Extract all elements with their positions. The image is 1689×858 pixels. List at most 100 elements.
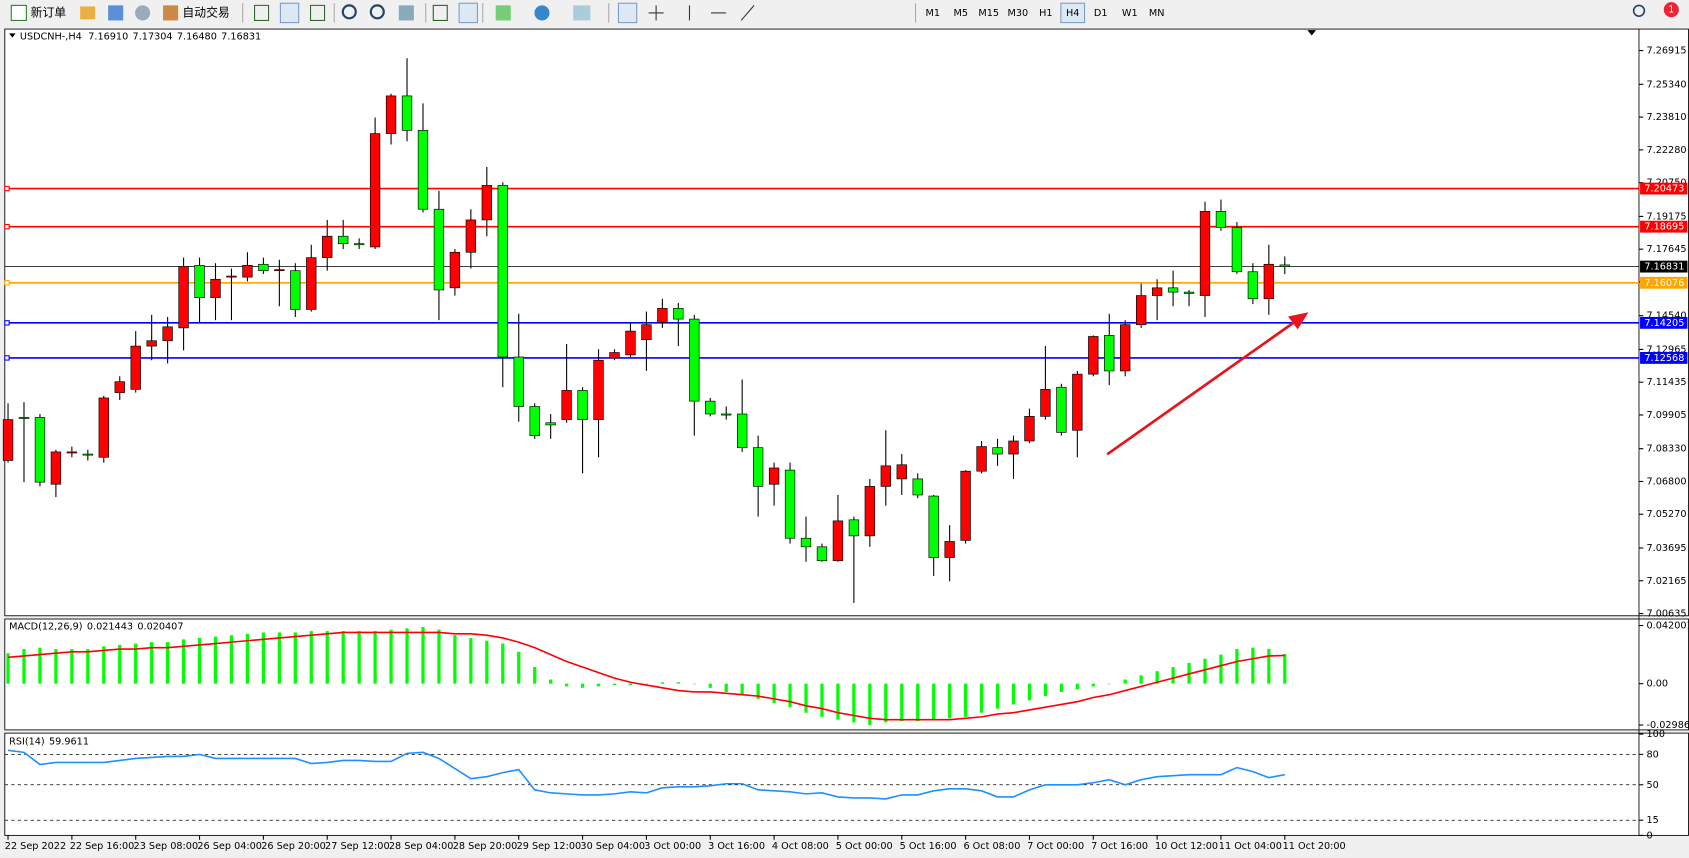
y-tick-label: 7.02165 <box>1647 576 1687 587</box>
tool-icon[interactable] <box>432 4 448 21</box>
time-label: 22 Sep 2022 <box>5 841 66 852</box>
candle-body <box>609 352 620 359</box>
tool-icon[interactable] <box>279 2 300 24</box>
time-label: 11 Oct 20:00 <box>1283 841 1346 852</box>
macd-bar <box>197 637 202 684</box>
macd-bar <box>277 632 281 684</box>
candle-body <box>1231 227 1243 273</box>
candle-body <box>130 345 141 390</box>
macd-bar <box>166 642 170 684</box>
tool-icon[interactable] <box>80 6 96 20</box>
templates[interactable] <box>573 5 591 21</box>
candle-body <box>1088 336 1099 375</box>
macd-bar <box>1203 658 1207 684</box>
macd-bar <box>1107 683 1111 685</box>
candle-body <box>593 359 604 420</box>
time-label: 7 Oct 00:00 <box>1027 841 1084 852</box>
macd-bar <box>1155 671 1159 684</box>
ohlc-label: 7.16480 <box>177 32 217 43</box>
candle-body <box>385 95 397 134</box>
candle-body <box>1104 335 1115 372</box>
timeframe[interactable]: M30 <box>1007 8 1028 19</box>
macd-bar <box>150 642 154 684</box>
time-label: 3 Oct 00:00 <box>644 841 701 852</box>
zoom-out[interactable] <box>369 4 385 20</box>
candle-body <box>1215 211 1227 228</box>
y-tick-label: 7.09905 <box>1647 410 1687 421</box>
timeframe[interactable]: D1 <box>1094 8 1108 19</box>
level-box <box>1640 276 1688 289</box>
candle-body <box>976 446 987 472</box>
candle-body <box>657 308 668 323</box>
timeframe[interactable]: M15 <box>978 8 999 19</box>
candle-body <box>497 185 508 358</box>
macd-bar <box>1251 647 1255 684</box>
cursor[interactable] <box>617 2 638 24</box>
timeframe[interactable]: MN <box>1149 8 1165 19</box>
macd-bar <box>852 683 856 723</box>
candle-body <box>800 537 812 548</box>
new-order[interactable]: 新订单 <box>31 5 67 19</box>
y-tick-label: 7.06800 <box>1647 476 1687 487</box>
notification-count: 1 <box>1668 5 1674 16</box>
candle-body <box>226 275 237 278</box>
y-tick-label: 7.17645 <box>1647 244 1687 255</box>
tool-icon[interactable] <box>458 2 478 24</box>
candle-body <box>928 495 939 558</box>
indicators[interactable] <box>495 5 511 21</box>
macd-bar <box>469 637 473 684</box>
tool-icon[interactable] <box>135 5 151 21</box>
macd-header: MACD(12,26,9) 0.021443 0.020407 <box>9 622 183 633</box>
y-tick-label: 50 <box>1647 780 1659 791</box>
timeframe[interactable]: H1 <box>1039 8 1052 19</box>
macd-bar <box>788 683 792 708</box>
candle-body <box>1120 324 1131 372</box>
macd-bar <box>389 629 393 684</box>
tool-icon[interactable] <box>254 4 270 21</box>
macd-bar <box>1219 654 1223 684</box>
time-label: 10 Oct 12:00 <box>1155 841 1218 852</box>
tool-icon[interactable] <box>108 5 124 21</box>
price-label: 7.16831 <box>1644 262 1684 273</box>
macd-bar <box>22 649 26 684</box>
time-label: 28 Sep 04:00 <box>389 841 454 852</box>
macd-bar <box>134 643 138 684</box>
timeframe[interactable]: M1 <box>926 8 941 19</box>
timeframe[interactable]: M5 <box>954 8 969 19</box>
time-label: 29 Sep 12:00 <box>517 841 582 852</box>
candle-body <box>816 546 828 562</box>
ohlc-label: 7.17304 <box>133 32 173 43</box>
timeframe-selected <box>1060 2 1086 24</box>
y-tick-label: 0.00 <box>1647 679 1669 690</box>
zoom-in[interactable] <box>341 4 357 20</box>
candle-body <box>1263 263 1275 300</box>
macd-bar <box>549 679 553 684</box>
candle-body <box>258 263 269 272</box>
candle-body <box>1024 416 1035 442</box>
candle-body <box>737 413 748 448</box>
macd-bar <box>900 683 904 722</box>
tool-icon[interactable] <box>398 5 414 21</box>
candle-body <box>178 266 189 329</box>
tool-icon[interactable] <box>309 4 326 21</box>
search[interactable] <box>1632 4 1646 17</box>
candle-body <box>146 340 157 347</box>
macd-bar <box>596 683 601 687</box>
y-tick-label: 7.12965 <box>1647 344 1687 355</box>
auto-trading[interactable]: 自动交易 <box>182 5 229 19</box>
notification-badge[interactable] <box>1663 2 1679 18</box>
y-tick-label: 7.05270 <box>1647 509 1687 520</box>
candle-body <box>82 453 93 456</box>
timeframe[interactable]: W1 <box>1122 8 1138 19</box>
timeframe[interactable]: H4 <box>1066 8 1079 19</box>
new-order-icon[interactable] <box>10 4 27 21</box>
y-tick-label: 7.19175 <box>1647 211 1687 222</box>
periods[interactable] <box>534 5 550 21</box>
auto-trading-icon[interactable] <box>163 5 179 21</box>
candle-body <box>673 308 684 320</box>
level-handle <box>4 185 10 192</box>
trendline-tool[interactable] <box>740 5 755 21</box>
time-label: 30 Sep 04:00 <box>580 841 645 852</box>
candle-body <box>210 278 221 299</box>
